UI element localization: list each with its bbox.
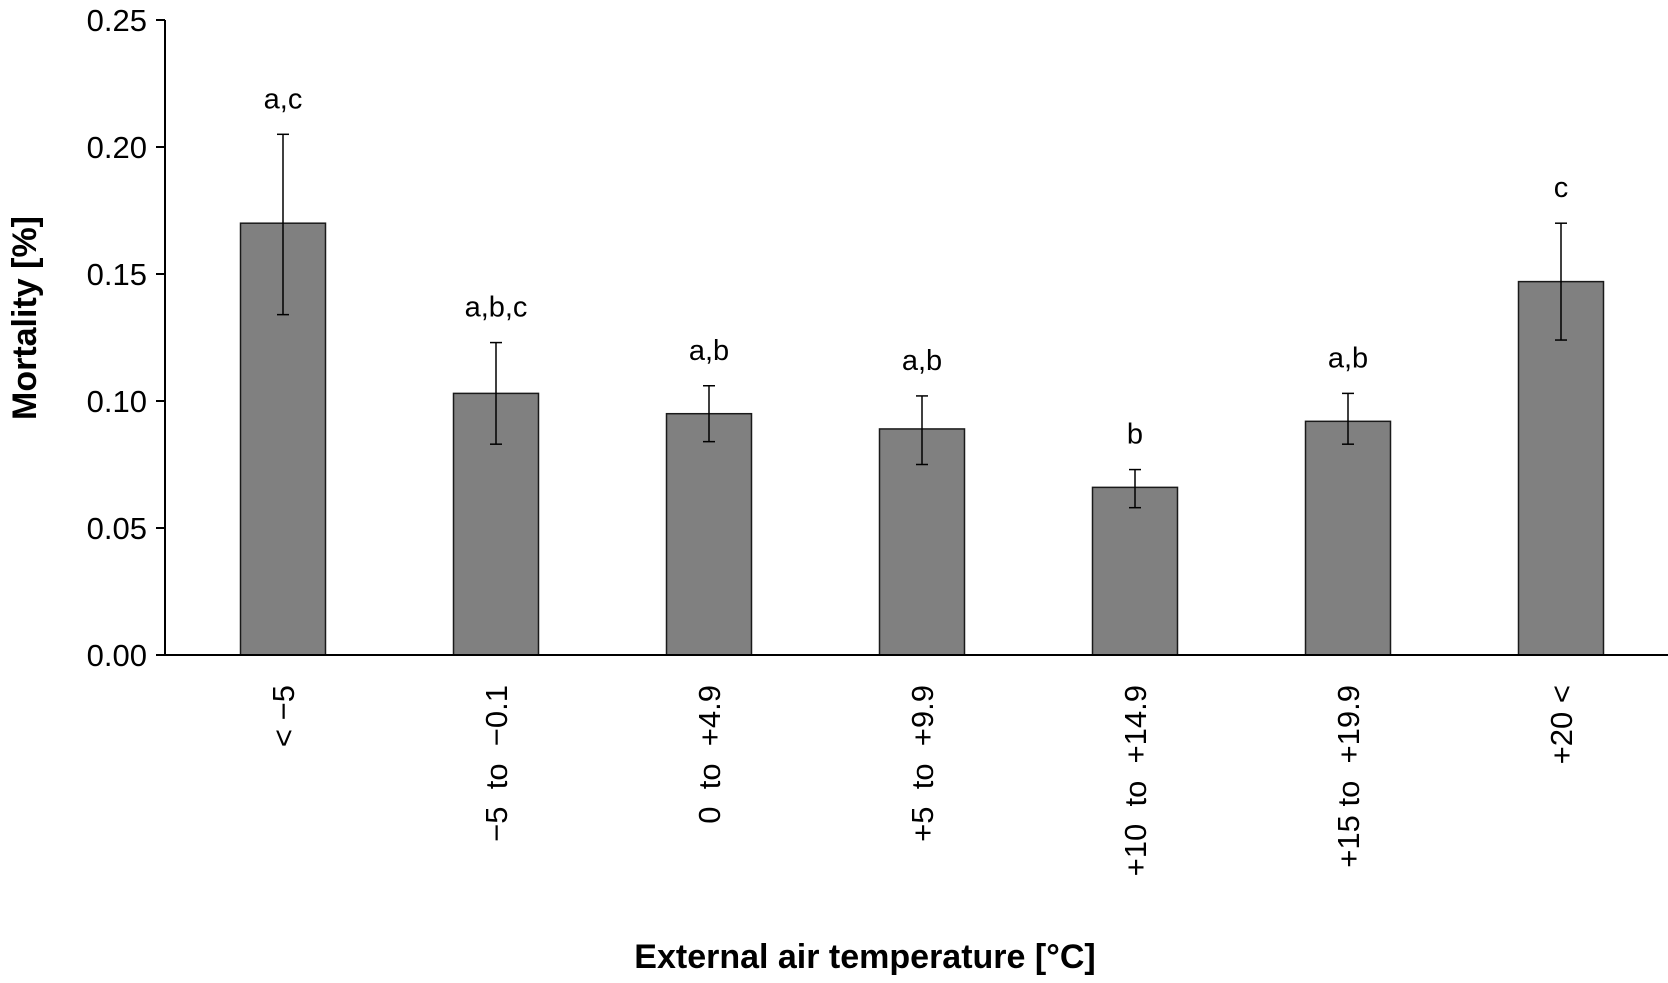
- y-tick-label: 0.15: [87, 257, 147, 292]
- bar: [1304, 420, 1392, 656]
- error-bars: [277, 133, 1567, 509]
- significance-label: a,c: [264, 83, 303, 115]
- bar: [665, 412, 753, 656]
- significance-label: c: [1554, 172, 1569, 204]
- x-category-label: +15 to +19.9: [1331, 685, 1366, 868]
- significance-labels: a,c a,b,c a,b a,b b a,b c: [264, 83, 1569, 450]
- x-category-label: +20 <: [1544, 685, 1579, 764]
- x-axis: < −5 −5 to −0.1 0 to +4.9 +5 to +9.9 +10 to …: [165, 654, 1668, 876]
- y-tick-label: 0.10: [87, 384, 147, 419]
- significance-label: a,b: [1328, 342, 1368, 374]
- x-category-label: 0 to +4.9: [692, 685, 727, 824]
- significance-label: a,b: [902, 345, 942, 377]
- significance-label: a,b,c: [465, 292, 528, 324]
- y-axis: 0.00 0.05 0.10 0.15 0.20 0.25: [87, 3, 166, 673]
- x-category-label: +5 to +9.9: [905, 685, 940, 842]
- y-tick-label: 0.25: [87, 3, 147, 38]
- significance-label: a,b: [689, 335, 729, 367]
- x-category-label: < −5: [266, 685, 301, 747]
- bar: [1517, 280, 1605, 656]
- y-tick-label: 0.05: [87, 511, 147, 546]
- bar: [878, 428, 966, 656]
- x-category-label: +10 to +14.9: [1118, 685, 1153, 876]
- bar: [1091, 486, 1179, 656]
- x-axis-title: External air temperature [°C]: [634, 938, 1095, 976]
- significance-label: b: [1127, 419, 1143, 451]
- x-category-label: −5 to −0.1: [479, 685, 514, 842]
- y-axis-title: Mortality [%]: [6, 216, 44, 420]
- y-tick-label: 0.00: [87, 638, 147, 673]
- y-tick-label: 0.20: [87, 130, 147, 165]
